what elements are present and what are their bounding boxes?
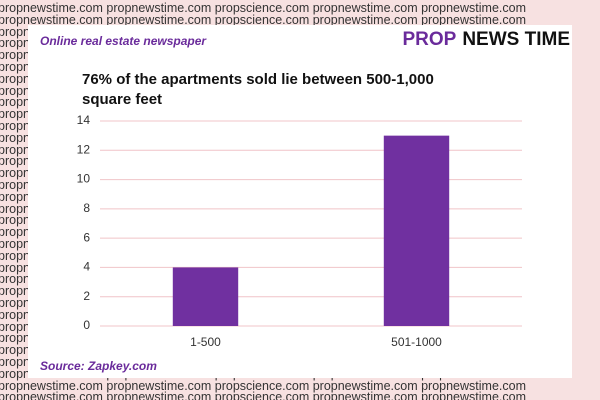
- brand-rest: NEWS TIME: [462, 29, 570, 50]
- y-tick-label: 4: [83, 260, 90, 274]
- brand: PROP NEWS TIME: [402, 29, 570, 51]
- bar: [172, 267, 239, 326]
- chart-title: 76% of the apartments sold lie between 5…: [82, 71, 434, 108]
- y-tick-label: 14: [77, 113, 91, 127]
- brand-prop: PROP: [402, 29, 457, 50]
- y-tick-label: 0: [83, 318, 90, 332]
- source: Source: Zapkey.com: [40, 359, 157, 373]
- y-tick-label: 2: [83, 289, 90, 303]
- watermark-row: propnewstime.com propnewstime.com propsc…: [0, 390, 526, 400]
- tagline: Online real estate newspaper: [40, 34, 207, 48]
- bar: [383, 135, 450, 326]
- x-tick-label: 1-500: [190, 335, 221, 349]
- y-tick-label: 6: [83, 230, 90, 244]
- card: [28, 25, 572, 378]
- watermark-row: propnewstime.com propnewstime.com propsc…: [0, 12, 526, 27]
- watermark-row: propnewstime.com propnewstime.com propsc…: [0, 1, 526, 15]
- x-tick-label: 501-1000: [391, 335, 442, 349]
- y-tick-label: 12: [77, 142, 91, 156]
- y-tick-label: 10: [77, 172, 91, 186]
- watermark-row: propnewstime.com propnewstime.com propsc…: [0, 378, 526, 393]
- y-tick-label: 8: [83, 201, 90, 215]
